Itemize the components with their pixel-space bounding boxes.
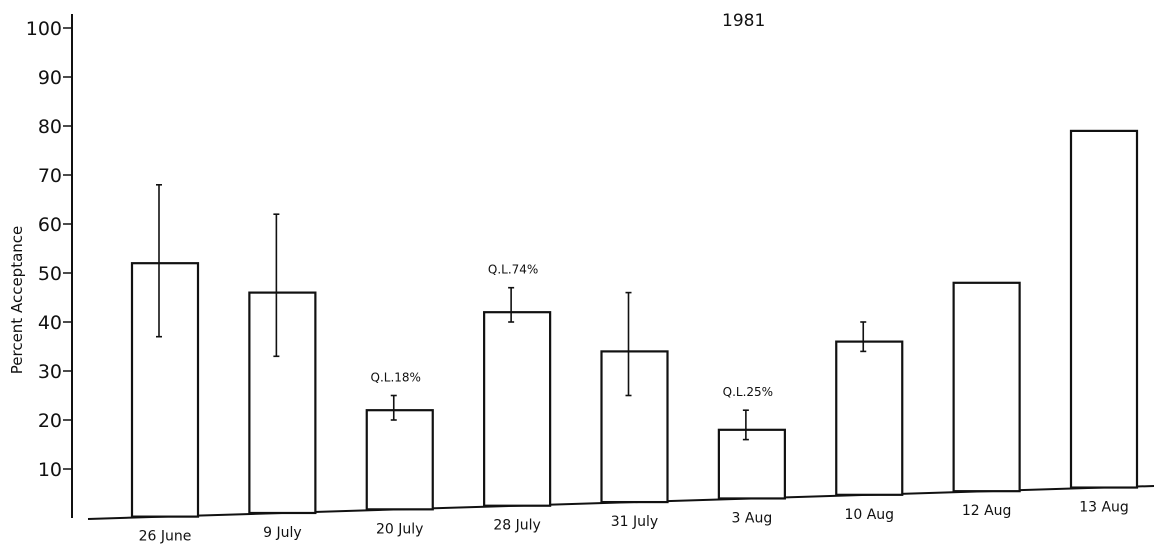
y-tick-label-100: 100 bbox=[26, 18, 62, 40]
bars-group bbox=[130, 129, 1139, 518]
error-bar-26-june bbox=[156, 184, 162, 338]
x-tick-label-3-aug: 3 Aug bbox=[732, 510, 773, 526]
x-tick-label-13-aug: 13 Aug bbox=[1079, 500, 1129, 516]
y-ticks: 10 20 30 40 50 60 70 80 90 100 bbox=[26, 18, 72, 481]
x-tick-label-10-aug: 10 Aug bbox=[844, 507, 894, 523]
bar-9-july bbox=[248, 291, 317, 515]
y-tick-label-10: 10 bbox=[38, 459, 62, 481]
y-tick-label-20: 20 bbox=[38, 410, 62, 432]
y-axis-label: Percent Acceptance bbox=[8, 226, 26, 375]
x-tick-label-20-july: 20 July bbox=[376, 521, 423, 537]
bar-13-aug bbox=[1069, 129, 1139, 489]
bar-12-aug bbox=[952, 281, 1021, 493]
x-tick-label-12-aug: 12 Aug bbox=[962, 503, 1012, 519]
annotation-3-aug: Q.L.25% bbox=[723, 385, 773, 399]
error-bar-10-aug bbox=[860, 321, 867, 353]
y-tick-label-60: 60 bbox=[38, 214, 62, 236]
x-ticks: 26 June 9 July 20 July 28 July 31 July 3 Aug 1… bbox=[139, 500, 1129, 545]
error-bar-20-july bbox=[390, 394, 397, 421]
bar-31-july bbox=[600, 350, 669, 504]
y-tick-label-40: 40 bbox=[38, 312, 62, 334]
y-tick-label-70: 70 bbox=[38, 165, 62, 187]
bar-10-aug bbox=[835, 340, 904, 496]
bar-28-july bbox=[483, 311, 552, 507]
annotation-20-july: Q.L.18% bbox=[371, 371, 421, 385]
bar-3-aug bbox=[717, 428, 786, 500]
error-bar-3-aug bbox=[742, 409, 749, 441]
error-bar-28-july bbox=[508, 286, 515, 323]
error-bar-31-july bbox=[625, 291, 632, 397]
chart-title: 1981 bbox=[722, 11, 765, 31]
x-tick-label-28-july: 28 July bbox=[493, 518, 540, 534]
y-tick-label-30: 30 bbox=[38, 361, 62, 383]
x-tick-label-26-june: 26 June bbox=[139, 529, 192, 545]
x-tick-label-31-july: 31 July bbox=[611, 514, 658, 530]
x-tick-label-9-july: 9 July bbox=[263, 525, 302, 541]
y-tick-label-80: 80 bbox=[38, 116, 62, 138]
error-bars-group bbox=[156, 184, 867, 441]
annotations-group: Q.L.18% Q.L.74% Q.L.25% bbox=[371, 263, 774, 400]
y-tick-label-90: 90 bbox=[38, 67, 62, 89]
annotation-28-july: Q.L.74% bbox=[488, 263, 538, 277]
y-tick-label-50: 50 bbox=[38, 263, 62, 285]
error-bar-9-july bbox=[273, 213, 280, 358]
bar-26-june bbox=[130, 262, 200, 518]
bar-20-july bbox=[365, 409, 434, 511]
